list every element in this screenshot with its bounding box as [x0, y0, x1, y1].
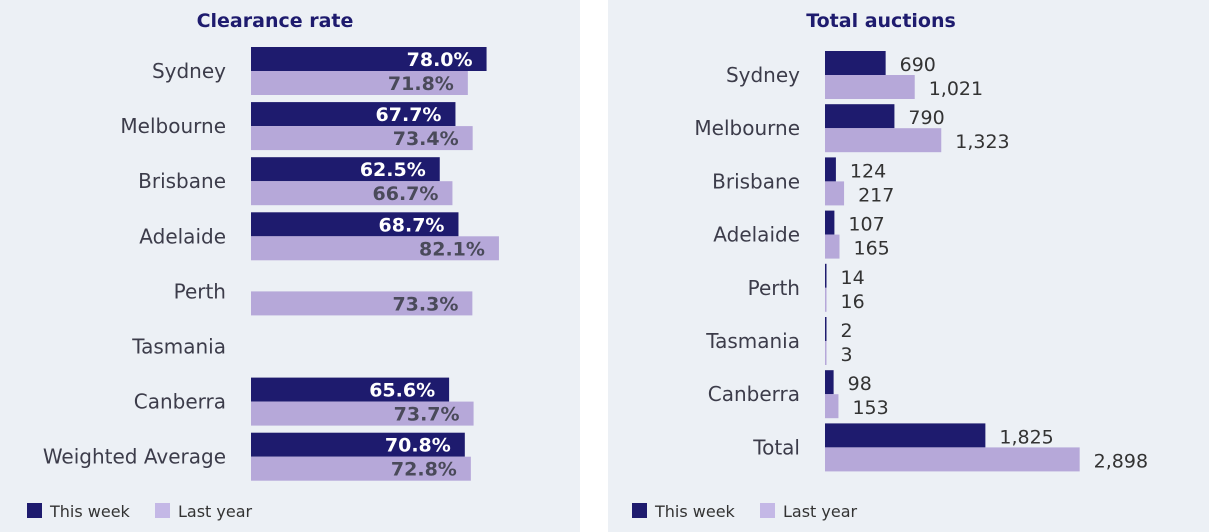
auctions-category-label: Tasmania	[705, 329, 800, 353]
auctions-category-label: Adelaide	[713, 223, 800, 247]
clearance-category-label: Melbourne	[120, 114, 226, 138]
clearance-bar-last-year	[251, 401, 474, 426]
total-auctions-panel: Total auctions Sydney 690 1,021 Melbourne 790…	[608, 0, 1209, 532]
clearance-bar-this-week	[251, 377, 450, 402]
clearance-data-label: 66.7%	[373, 183, 439, 205]
clearance-bar-last-year	[251, 236, 499, 261]
auctions-data-label: 690	[900, 54, 936, 76]
clearance-data-label: 82.1%	[419, 238, 485, 260]
auctions-title: Total auctions	[806, 10, 956, 32]
clearance-data-label: 72.8%	[391, 459, 457, 481]
clearance-category-label: Sydney	[152, 59, 226, 83]
auctions-category-label: Melbourne	[694, 116, 800, 140]
clearance-data-label: 71.8%	[388, 73, 454, 95]
auctions-category-label: Perth	[748, 276, 800, 300]
auctions-data-label: 124	[850, 160, 886, 182]
auctions-bar-this-week	[825, 157, 836, 182]
clearance-category-label: Brisbane	[138, 169, 226, 193]
auctions-data-label: 1,825	[999, 426, 1053, 448]
clearance-rate-chart: Clearance rate Sydney 78.0%71.8% Melbourne 6…	[27, 10, 499, 521]
clearance-data-label: 67.7%	[376, 104, 442, 126]
clearance-bar-this-week	[251, 432, 465, 457]
auctions-category-label: Sydney	[726, 63, 800, 87]
auctions-category-label: Canberra	[708, 382, 800, 406]
clearance-legend-swatch	[155, 503, 170, 518]
auctions-data-label: 3	[841, 344, 853, 366]
clearance-title: Clearance rate	[197, 10, 354, 32]
clearance-data-label: 62.5%	[360, 159, 426, 181]
auctions-bar-last-year	[825, 128, 942, 153]
auctions-bar-this-week	[825, 51, 886, 75]
clearance-bar-this-week	[251, 47, 487, 71]
auctions-data-label: 2,898	[1094, 450, 1148, 472]
auctions-data-label: 153	[852, 397, 888, 419]
clearance-rate-panel: Clearance rate Sydney 78.0% 71.8% Melbourne 6…	[0, 0, 580, 532]
auctions-data-label: 107	[848, 214, 884, 236]
clearance-bar-last-year	[251, 181, 453, 206]
auctions-bar-last-year	[825, 447, 1080, 472]
clearance-data-label: 73.7%	[394, 404, 460, 426]
auctions-data-label: 2	[841, 320, 853, 342]
auctions-data-label: 1,021	[929, 78, 983, 100]
auctions-legend-label: Last year	[783, 502, 858, 521]
clearance-bar-last-year	[251, 126, 473, 151]
clearance-data-label: 78.0%	[407, 49, 473, 71]
clearance-category-label: Tasmania	[131, 335, 226, 359]
clearance-category-label: Adelaide	[139, 224, 226, 248]
clearance-category-label: Weighted Average	[43, 445, 226, 469]
auctions-data-label: 14	[841, 267, 865, 289]
auctions-bar-this-week	[825, 210, 835, 235]
clearance-category-label: Canberra	[134, 390, 226, 414]
clearance-bar-this-week	[251, 102, 456, 127]
auctions-category-label: Total	[752, 435, 800, 459]
auctions-bar-this-week	[825, 370, 834, 395]
auctions-bar-this-week	[825, 423, 986, 448]
auctions-legend-swatch	[632, 503, 647, 518]
auctions-bar-last-year	[825, 341, 827, 365]
auctions-data-label: 165	[854, 238, 890, 260]
clearance-data-label: 73.4%	[393, 128, 459, 150]
clearance-bar-this-week	[251, 212, 459, 237]
auctions-category-label: Brisbane	[712, 169, 800, 193]
auctions-data-label: 790	[908, 107, 944, 129]
clearance-bar-this-week	[251, 157, 440, 182]
clearance-category-label: Perth	[174, 279, 226, 303]
clearance-data-label: 73.3%	[392, 293, 458, 315]
auctions-data-label: 98	[848, 373, 872, 395]
auctions-bar-last-year	[825, 234, 840, 259]
auctions-data-label: 1,323	[955, 131, 1009, 153]
auctions-bar-last-year	[825, 75, 915, 99]
auctions-legend-label: This week	[654, 502, 736, 521]
auctions-data-label: 16	[841, 291, 865, 313]
clearance-data-label: 70.8%	[385, 435, 451, 457]
clearance-legend-swatch	[27, 503, 42, 518]
auctions-bar-this-week	[825, 317, 827, 341]
clearance-data-label: 65.6%	[369, 380, 435, 402]
auctions-bar-this-week	[825, 263, 827, 288]
clearance-legend-label: Last year	[178, 502, 253, 521]
auctions-bar-last-year	[825, 287, 827, 312]
clearance-legend-label: This week	[49, 502, 131, 521]
clearance-data-label: 68.7%	[379, 214, 445, 236]
auctions-bar-last-year	[825, 181, 845, 206]
clearance-bar-last-year	[251, 71, 468, 95]
auctions-bar-last-year	[825, 394, 839, 419]
auctions-legend-swatch	[760, 503, 775, 518]
clearance-bar-last-year	[251, 456, 471, 481]
auctions-data-label: 217	[858, 184, 894, 206]
clearance-bar-last-year	[251, 291, 473, 316]
auctions-bar-this-week	[825, 104, 895, 129]
